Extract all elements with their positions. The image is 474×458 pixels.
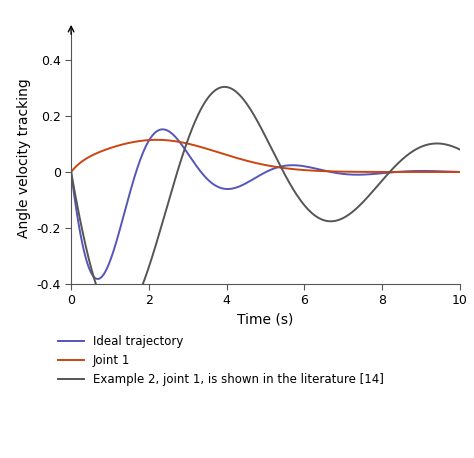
Legend: Ideal trajectory, Joint 1, Example 2, joint 1, is shown in the literature [14]: Ideal trajectory, Joint 1, Example 2, jo… bbox=[57, 335, 384, 386]
Joint 1 bbox=[154, 137, 159, 142]
Ideal trajectory bbox=[449, 169, 455, 174]
Example 2, joint 1, is shown in the literature [14] bbox=[235, 90, 240, 95]
Ideal trajectory bbox=[218, 185, 223, 191]
Example 2, joint 1, is shown in the literature [14] bbox=[222, 84, 228, 90]
Line: Ideal trajectory: Ideal trajectory bbox=[71, 129, 460, 279]
Joint 1 bbox=[449, 169, 455, 175]
Example 2, joint 1, is shown in the literature [14] bbox=[116, 316, 121, 322]
Joint 1 bbox=[136, 138, 141, 144]
Example 2, joint 1, is shown in the literature [14] bbox=[457, 147, 463, 152]
Joint 1 bbox=[68, 169, 74, 175]
Line: Example 2, joint 1, is shown in the literature [14]: Example 2, joint 1, is shown in the lite… bbox=[71, 87, 460, 319]
Example 2, joint 1, is shown in the literature [14] bbox=[68, 169, 74, 175]
Joint 1 bbox=[218, 150, 223, 156]
Ideal trajectory bbox=[457, 169, 463, 174]
Example 2, joint 1, is shown in the literature [14] bbox=[113, 316, 118, 321]
Ideal trajectory bbox=[160, 126, 165, 132]
Ideal trajectory bbox=[68, 169, 74, 175]
Joint 1 bbox=[234, 155, 240, 161]
Ideal trajectory bbox=[408, 169, 413, 174]
Example 2, joint 1, is shown in the literature [14] bbox=[449, 144, 455, 149]
Ideal trajectory bbox=[136, 162, 141, 167]
Example 2, joint 1, is shown in the literature [14] bbox=[218, 85, 223, 90]
Ideal trajectory bbox=[95, 276, 100, 282]
Line: Joint 1: Joint 1 bbox=[71, 140, 460, 172]
Joint 1 bbox=[457, 169, 463, 175]
Joint 1 bbox=[408, 169, 413, 175]
X-axis label: Time (s): Time (s) bbox=[237, 313, 293, 327]
Example 2, joint 1, is shown in the literature [14] bbox=[136, 292, 141, 297]
Ideal trajectory bbox=[113, 242, 118, 247]
Y-axis label: Angle velocity tracking: Angle velocity tracking bbox=[17, 78, 31, 238]
Example 2, joint 1, is shown in the literature [14] bbox=[408, 150, 413, 156]
Joint 1 bbox=[113, 144, 118, 149]
Ideal trajectory bbox=[235, 185, 240, 190]
